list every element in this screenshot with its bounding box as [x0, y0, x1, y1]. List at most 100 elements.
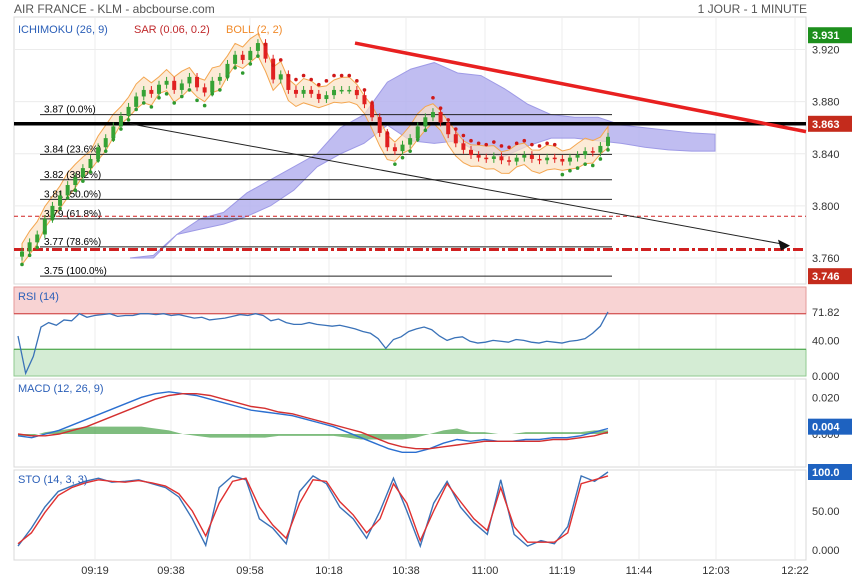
sar-dot [111, 137, 116, 142]
sar-dot [324, 79, 329, 83]
sar-dot [370, 101, 374, 105]
sar-dot [141, 101, 146, 105]
sar-dot [469, 138, 473, 143]
candle-body [461, 143, 466, 150]
panel-frame-sto [13, 469, 807, 561]
sar-dot [81, 179, 85, 183]
sar-dot [377, 116, 382, 121]
candle-body [65, 185, 70, 196]
candle-body [385, 132, 390, 148]
sar-dot [286, 73, 291, 78]
x-tick-label: 09:58 [236, 565, 264, 577]
sar-dot [400, 155, 405, 160]
y-tick-label: 3.760 [812, 253, 840, 265]
x-tick-label: 10:38 [392, 565, 420, 577]
rsi-y-tick: 40.00 [812, 335, 840, 347]
fibonacci-label: 3.84 (23.6%) [44, 144, 101, 155]
sar-dot [347, 73, 352, 78]
sar-dot [492, 140, 496, 144]
sar-dot [552, 142, 557, 147]
rsi-oversold-zone [13, 348, 807, 377]
sar-dot [103, 149, 108, 153]
candle-body [73, 177, 78, 186]
macd-y-tick: 0.020 [812, 392, 840, 404]
sar-dot [119, 127, 123, 131]
panel-frame-macd [13, 378, 807, 468]
candle-body [606, 136, 610, 146]
sar-dot [88, 170, 93, 174]
candle-body [111, 126, 116, 139]
indicator-label: BOLL (2, 2) [226, 24, 282, 36]
candle-body [415, 126, 420, 139]
candle-body [80, 168, 85, 178]
candle-body [217, 76, 222, 81]
candle-body [354, 89, 359, 96]
sar-dot [96, 158, 100, 163]
candle-body [598, 145, 603, 153]
sar-dot [606, 148, 610, 152]
candle-body [103, 138, 108, 148]
candle-body [332, 89, 337, 96]
candle-body [590, 151, 595, 153]
downtrend-line [354, 41, 807, 134]
candle-body [20, 251, 24, 257]
sar-dot [157, 95, 161, 100]
candle-body [309, 89, 314, 94]
candle-body [210, 80, 215, 93]
sar-dot [415, 137, 420, 142]
candle-body [484, 157, 489, 160]
sar-dot [218, 88, 222, 92]
sar-dot [446, 118, 450, 122]
candle-body [240, 54, 245, 60]
candle-body [271, 58, 276, 80]
price-tag [808, 268, 852, 285]
candle-body [507, 160, 512, 162]
sar-dot [187, 88, 192, 92]
sto-y-tick: 0.000 [812, 545, 840, 557]
candle-body [377, 117, 382, 133]
candle-body [50, 205, 55, 219]
x-tick-label: 11:19 [549, 565, 576, 577]
sar-dot [317, 82, 321, 87]
sar-dot [164, 92, 169, 96]
sar-dot [560, 172, 565, 177]
rsi-y-tick: 0.000 [812, 371, 840, 383]
sar-dot [180, 94, 184, 99]
sar-dot [73, 188, 78, 193]
candle-body [248, 50, 253, 60]
sar-dot [583, 162, 587, 166]
candle-body [552, 157, 557, 160]
sar-dot [575, 166, 580, 170]
trend-arrow-line [129, 123, 781, 245]
fibonacci-label: 3.81 (50.0%) [44, 189, 101, 200]
y-tick-label: 3.840 [812, 149, 840, 161]
candle-body [430, 112, 435, 118]
sar-dot [385, 131, 390, 135]
sar-dot [126, 118, 131, 122]
candle-body [446, 122, 451, 135]
sar-dot [195, 98, 199, 103]
candle-body [545, 157, 550, 161]
macd-label: MACD (12, 26, 9) [18, 383, 104, 395]
fibonacci-label: 3.79 (61.8%) [44, 209, 101, 220]
candle-body [172, 80, 177, 90]
sto-y-tick: 50.00 [812, 506, 840, 518]
sar-dot [65, 196, 70, 200]
candle-body [164, 80, 169, 85]
candle-body [529, 155, 534, 159]
candle-body [179, 83, 184, 90]
macd-signal-line [17, 392, 609, 450]
sar-dot [590, 163, 595, 168]
rsi-overbought-zone [13, 286, 807, 315]
candle-body [225, 63, 230, 77]
candle-body [567, 157, 572, 162]
y-tick-label: 3.880 [812, 97, 840, 109]
sar-dot [309, 77, 313, 82]
candle-body [278, 74, 283, 80]
sar-dot [332, 73, 336, 78]
price-tag [808, 115, 852, 132]
candle-body [347, 89, 352, 92]
sar-dot [43, 230, 47, 234]
sar-dot [50, 217, 55, 221]
